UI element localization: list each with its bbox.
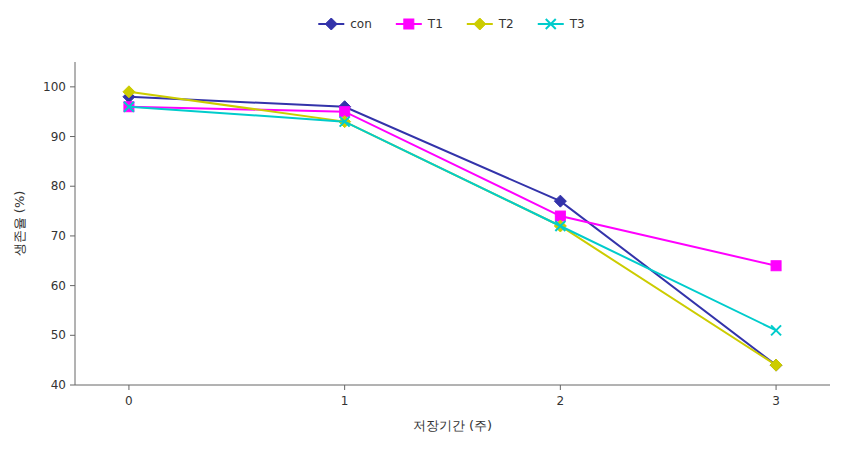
series-line	[129, 92, 776, 365]
x-tick	[560, 385, 561, 390]
series-line	[129, 107, 776, 331]
y-tick-label: 90	[51, 130, 66, 144]
point-marker	[554, 220, 566, 232]
y-tick	[70, 285, 75, 286]
y-tick	[70, 235, 75, 236]
legend-swatch-marker	[474, 18, 486, 30]
x-tick	[344, 385, 345, 390]
y-tick-label: 80	[51, 179, 66, 193]
point-marker	[771, 325, 781, 335]
point-marker	[123, 86, 135, 98]
y-tick-label: 40	[51, 378, 66, 392]
y-tick	[70, 335, 75, 336]
x-tick	[776, 385, 777, 390]
point-marker	[771, 261, 781, 271]
legend-label: con	[350, 17, 372, 31]
x-axis-line	[75, 385, 830, 386]
series	[123, 91, 782, 371]
legend: con T1 T2 T3	[318, 17, 584, 31]
legend-swatch-marker	[546, 19, 556, 29]
series-line	[129, 97, 776, 365]
legend-label: T1	[427, 17, 443, 31]
legend-item: T2	[467, 17, 514, 31]
page: {"chart_data": { "type": "line", "x": [0…	[0, 0, 860, 450]
series-line	[129, 107, 776, 266]
legend-item: con	[318, 17, 372, 31]
y-tick-label: 60	[51, 279, 66, 293]
series	[123, 86, 782, 371]
y-tick	[70, 86, 75, 87]
legend-item: T3	[538, 17, 585, 31]
y-tick-label: 50	[51, 328, 66, 342]
chart-container: 40 50 60 70 80 90 100 0 1 2 3 저장기간 (주) 생존율 (%) con T1 T…	[0, 0, 860, 450]
y-tick-label: 70	[51, 229, 66, 243]
x-tick	[128, 385, 129, 390]
point-marker	[770, 359, 782, 371]
series	[124, 102, 781, 271]
plot-area	[123, 86, 782, 371]
y-tick	[70, 136, 75, 137]
legend-swatch-marker	[325, 18, 337, 30]
y-tick	[70, 385, 75, 386]
x-tick-label: 0	[125, 394, 133, 408]
point-marker	[770, 359, 782, 371]
legend-swatch-marker	[404, 19, 414, 29]
point-marker	[554, 195, 566, 207]
point-marker	[124, 102, 134, 112]
x-tick-label: 3	[772, 394, 780, 408]
y-tick	[70, 186, 75, 187]
x-tick-label: 2	[557, 394, 565, 408]
legend-item: T1	[396, 17, 443, 31]
chart-svg: 40 50 60 70 80 90 100 0 1 2 3 저장기간 (주) 생존율 (%) con T1 T…	[0, 0, 860, 450]
axes: 40 50 60 70 80 90 100 0 1 2 3	[43, 62, 830, 408]
legend-label: T2	[498, 17, 514, 31]
x-tick-label: 1	[341, 394, 349, 408]
y-axis-label: 생존율 (%)	[12, 191, 27, 257]
point-marker	[555, 221, 565, 231]
legend-label: T3	[569, 17, 585, 31]
y-tick-label: 100	[43, 80, 66, 94]
series	[124, 102, 781, 336]
x-axis-label: 저장기간 (주)	[413, 418, 492, 433]
y-axis-line	[75, 62, 76, 385]
point-marker	[340, 117, 350, 127]
